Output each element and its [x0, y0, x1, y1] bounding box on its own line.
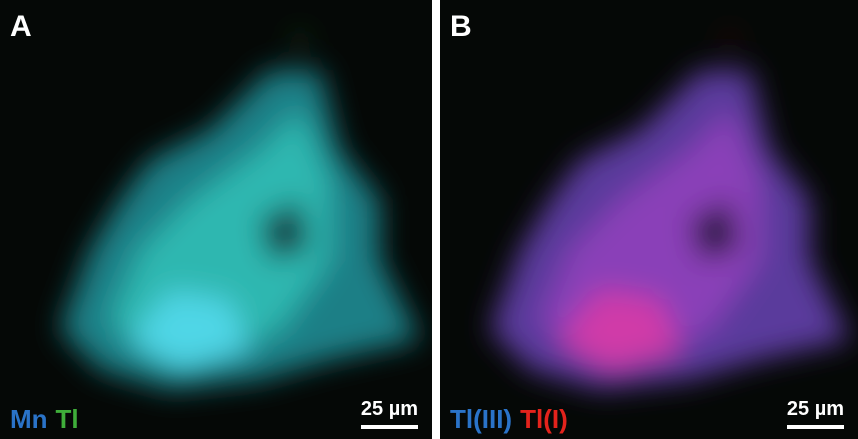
legend-item: Tl(I) [520, 404, 568, 434]
scale-label: 25 µm [786, 398, 844, 420]
scale-line [786, 425, 844, 429]
scale-line [360, 425, 418, 429]
scale-bar: 25 µm [786, 398, 844, 429]
image-a [60, 34, 420, 390]
panel-label: B [450, 10, 472, 43]
legend-item: Mn [10, 404, 48, 434]
legend: Mn Tl [10, 404, 87, 435]
panel-a: A Mn Tl 25 µm [0, 0, 432, 439]
legend-item: Tl [55, 404, 79, 434]
image-b [490, 34, 850, 390]
legend-item: Tl(III) [450, 404, 513, 434]
panel-b: B Tl(III) Tl(I) 25 µm [440, 0, 858, 439]
scale-label: 25 µm [360, 398, 418, 420]
panel-label: A [10, 10, 32, 43]
scale-bar: 25 µm [360, 398, 418, 429]
legend: Tl(III) Tl(I) [450, 404, 576, 435]
